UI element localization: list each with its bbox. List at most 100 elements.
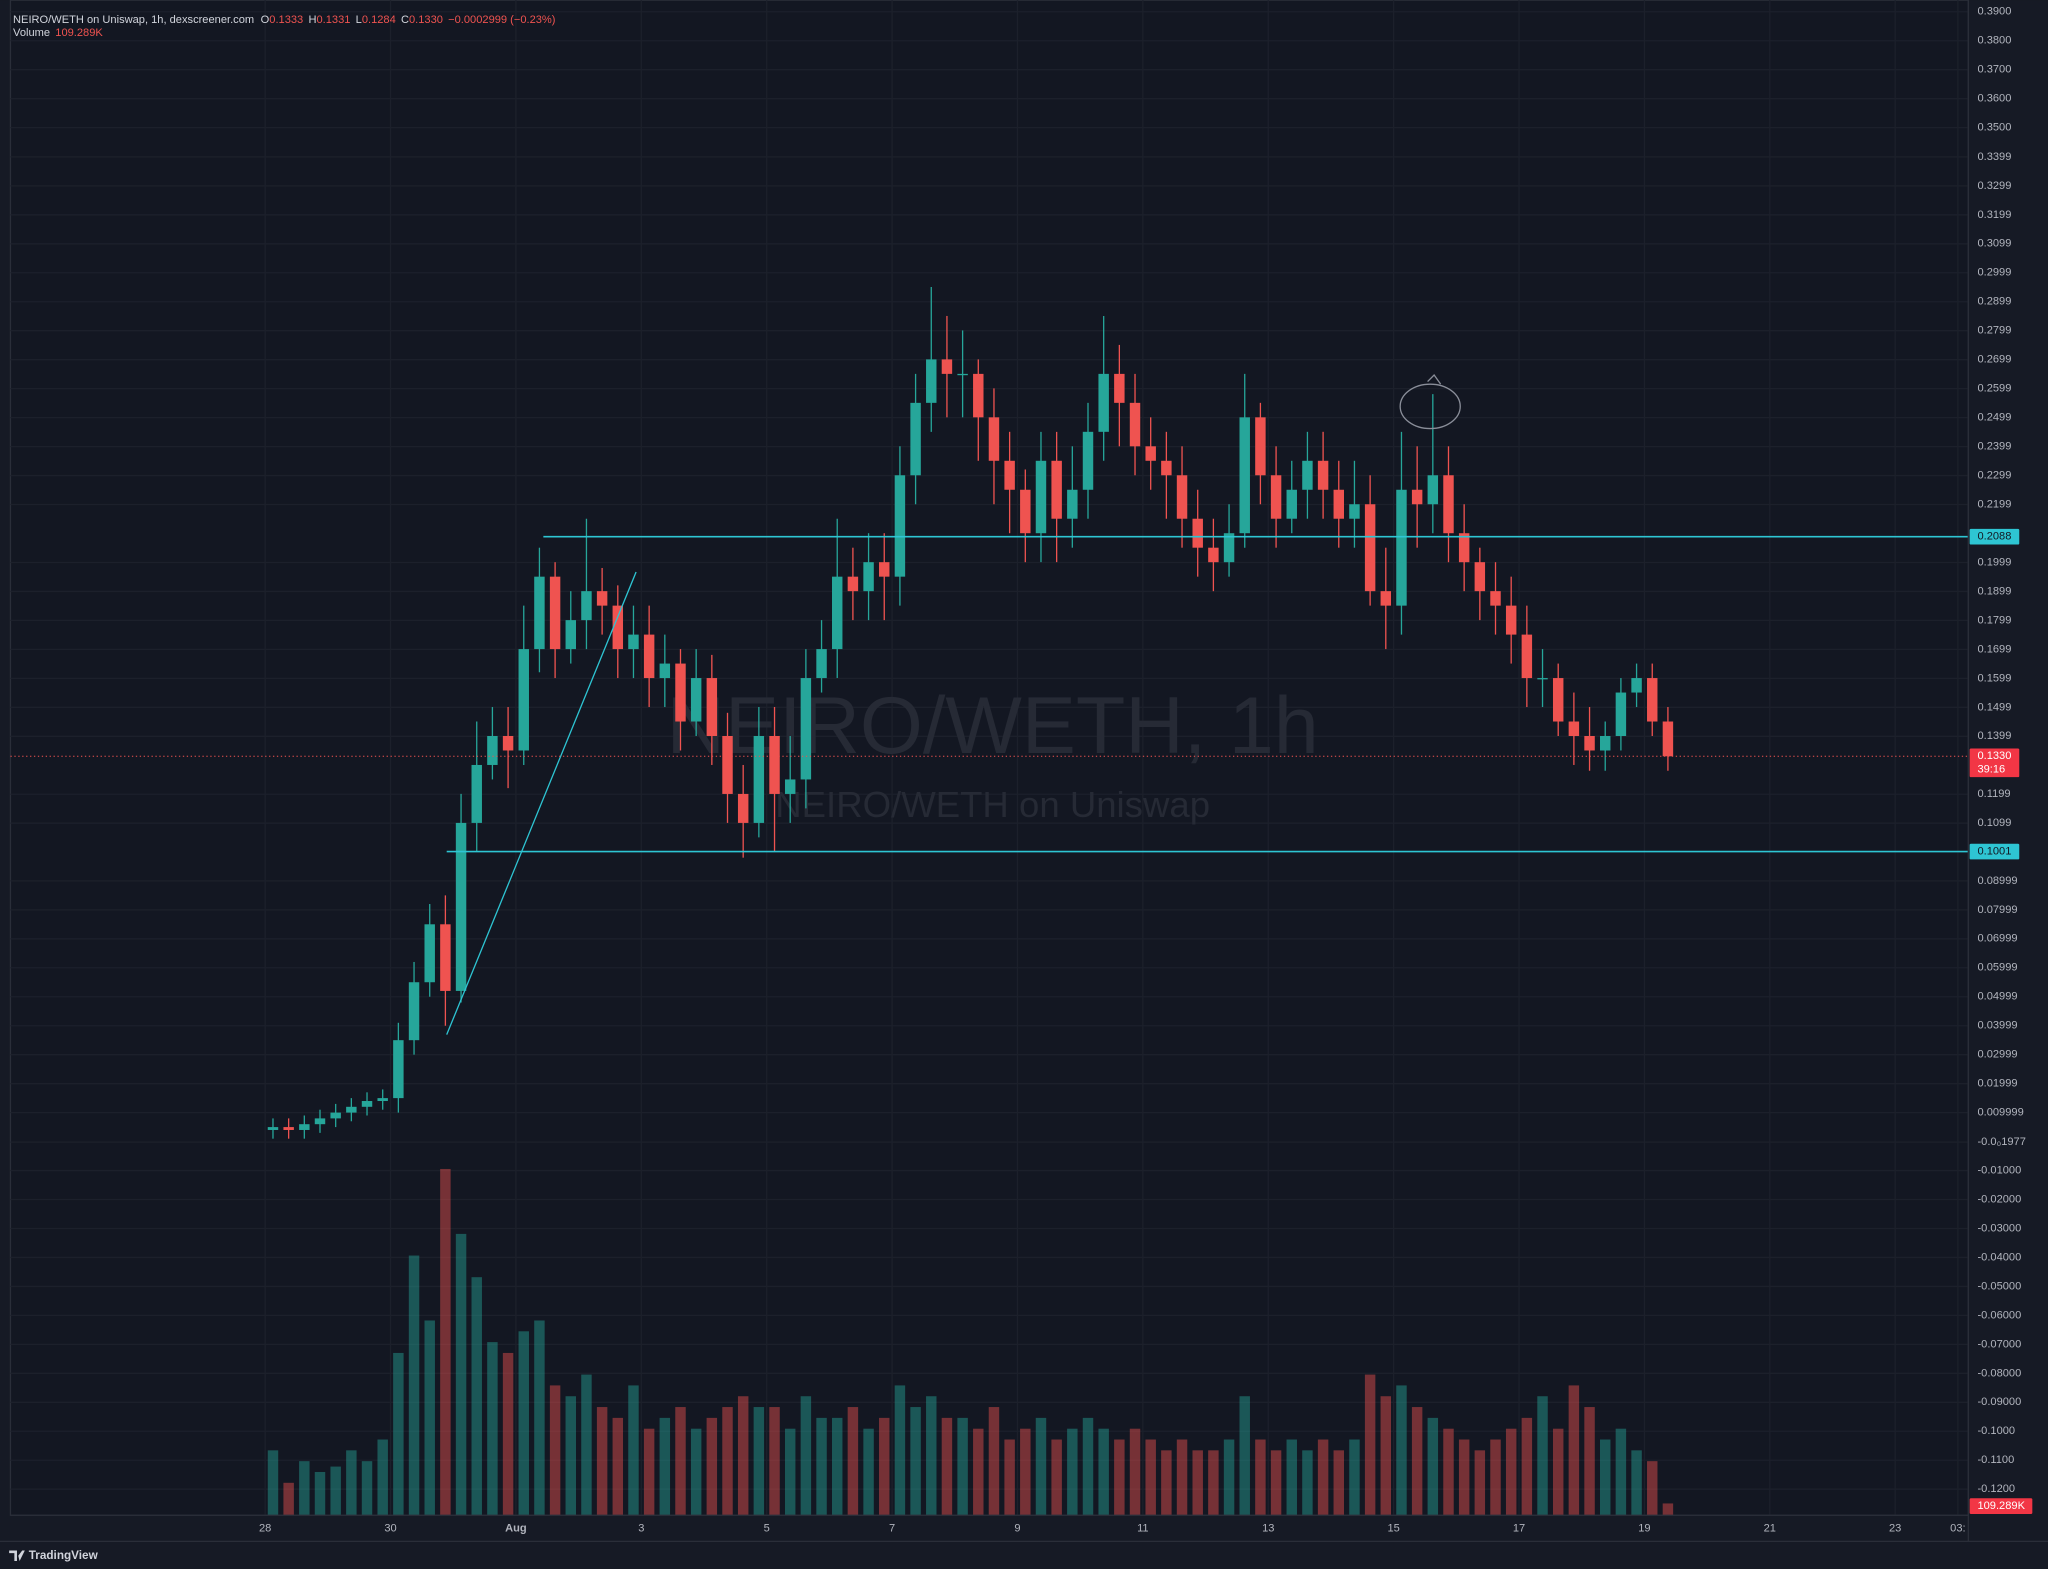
volume-bar	[628, 1385, 639, 1516]
ohlc-value: 0.1331	[316, 14, 350, 26]
circle-annotation	[1399, 383, 1461, 430]
x-tick-label: 11	[1137, 1522, 1149, 1534]
volume-bar	[267, 1450, 279, 1516]
plot-area	[9, 0, 1969, 1516]
volume-bar	[1004, 1439, 1015, 1516]
y-tick-label: 0.3399	[1977, 151, 2011, 163]
candle-body	[1302, 460, 1313, 490]
y-tick-label: 0.07999	[1977, 904, 2017, 916]
volume-bar	[1161, 1450, 1172, 1516]
volume-bar	[361, 1461, 373, 1516]
x-tick-label: Aug	[505, 1522, 527, 1534]
volume-bar	[377, 1439, 388, 1516]
candle-body	[1270, 475, 1282, 519]
volume-bar	[1349, 1439, 1360, 1516]
volume-bar	[1067, 1428, 1078, 1516]
candle-body	[1161, 460, 1172, 476]
volume-bar	[1584, 1407, 1595, 1516]
ohlc-key: H	[308, 14, 316, 26]
candle-body	[1035, 460, 1047, 534]
volume-bar	[330, 1466, 341, 1516]
volume-bar	[659, 1417, 671, 1516]
volume-bar	[1255, 1439, 1266, 1516]
candle-body	[863, 562, 874, 592]
brand: TradingView	[29, 1549, 99, 1562]
candle-body	[502, 735, 514, 751]
candle-body	[973, 373, 984, 418]
volume-bar	[816, 1417, 827, 1516]
y-tick-label: 0.2599	[1977, 383, 2011, 395]
y-tick-label: 0.2499	[1977, 412, 2011, 424]
x-tick-label: 21	[1764, 1522, 1776, 1534]
price-label: 0.1001	[1977, 846, 2011, 858]
y-tick-label: 0.3600	[1977, 93, 2011, 105]
y-tick-label: 0.3199	[1977, 209, 2011, 221]
candle-body	[518, 649, 529, 751]
candle-body	[659, 663, 671, 679]
volume-bar	[973, 1428, 984, 1516]
ohlc-key: C	[401, 14, 409, 26]
candle-body	[1662, 721, 1674, 757]
volume-bar	[1662, 1503, 1674, 1516]
candle-body	[1474, 562, 1486, 592]
candle-body	[424, 924, 435, 983]
volume-label: 109.289K	[1977, 1500, 2025, 1512]
volume-bar	[424, 1320, 435, 1516]
volume-bar	[1192, 1450, 1203, 1516]
volume-bar	[1223, 1439, 1235, 1516]
y-tick-label: -0.1100	[1977, 1454, 2014, 1466]
volume-bar	[988, 1407, 1000, 1516]
candle-body	[1600, 735, 1611, 751]
volume-bar	[737, 1396, 749, 1516]
candle-body	[377, 1098, 388, 1102]
y-tick-label: 0.06999	[1977, 933, 2017, 945]
y-tick-label: -0.0₀1977	[1977, 1136, 2025, 1148]
y-tick-label: 0.1399	[1977, 730, 2011, 742]
ohlc-value: 0.1284	[362, 14, 396, 26]
volume-bar	[926, 1396, 937, 1516]
candle-body	[1239, 417, 1250, 534]
y-tick-label: 0.1999	[1977, 556, 2011, 568]
current-price-label: 0.1330	[1977, 750, 2011, 762]
y-tick-label: 0.2199	[1977, 498, 2011, 510]
header-line: NEIRO/WETH on Uniswap, 1h, dexscreener.c…	[13, 14, 555, 26]
trend-line	[446, 571, 637, 1035]
x-tick-label: 5	[764, 1522, 770, 1534]
candle-body	[1317, 460, 1329, 490]
candle-body	[283, 1127, 294, 1130]
y-tick-label: -0.06000	[1977, 1309, 2021, 1321]
volume-bar	[800, 1396, 812, 1516]
volume-bar	[502, 1352, 514, 1516]
candle-body	[1051, 460, 1062, 519]
volume-bar	[549, 1385, 561, 1516]
volume-bar	[534, 1320, 545, 1516]
candle-body	[596, 591, 608, 606]
y-tick-label: -0.05000	[1977, 1280, 2021, 1292]
ohlc-value: 0.1333	[269, 14, 303, 26]
volume-bar	[769, 1407, 780, 1516]
ohlc-key: L	[356, 14, 362, 26]
candle-body	[1349, 504, 1360, 519]
y-tick-label: 0.2999	[1977, 267, 2011, 279]
volume-label-box	[1969, 1498, 2033, 1514]
volume-bar	[722, 1407, 733, 1516]
x-tick-label: 7	[889, 1522, 895, 1534]
candle-body	[1443, 475, 1454, 534]
candle-body	[957, 373, 968, 376]
candle-body	[690, 678, 702, 722]
ohlc-key: O	[261, 14, 270, 26]
candle-body	[784, 779, 796, 794]
volume-bar	[847, 1407, 859, 1516]
volume-bar	[1051, 1439, 1062, 1516]
x-tick-label: 30	[384, 1522, 396, 1534]
candle-body	[1192, 518, 1203, 548]
volume-bar	[1317, 1439, 1329, 1516]
price-label-box	[1969, 843, 2020, 860]
candle-body	[1176, 475, 1188, 519]
candle-body	[910, 402, 921, 476]
volume-bar	[1380, 1396, 1392, 1516]
x-tick-label: 19	[1638, 1522, 1650, 1534]
volume-bar	[690, 1428, 702, 1516]
candle-body	[769, 735, 780, 794]
candle-body	[706, 678, 718, 736]
